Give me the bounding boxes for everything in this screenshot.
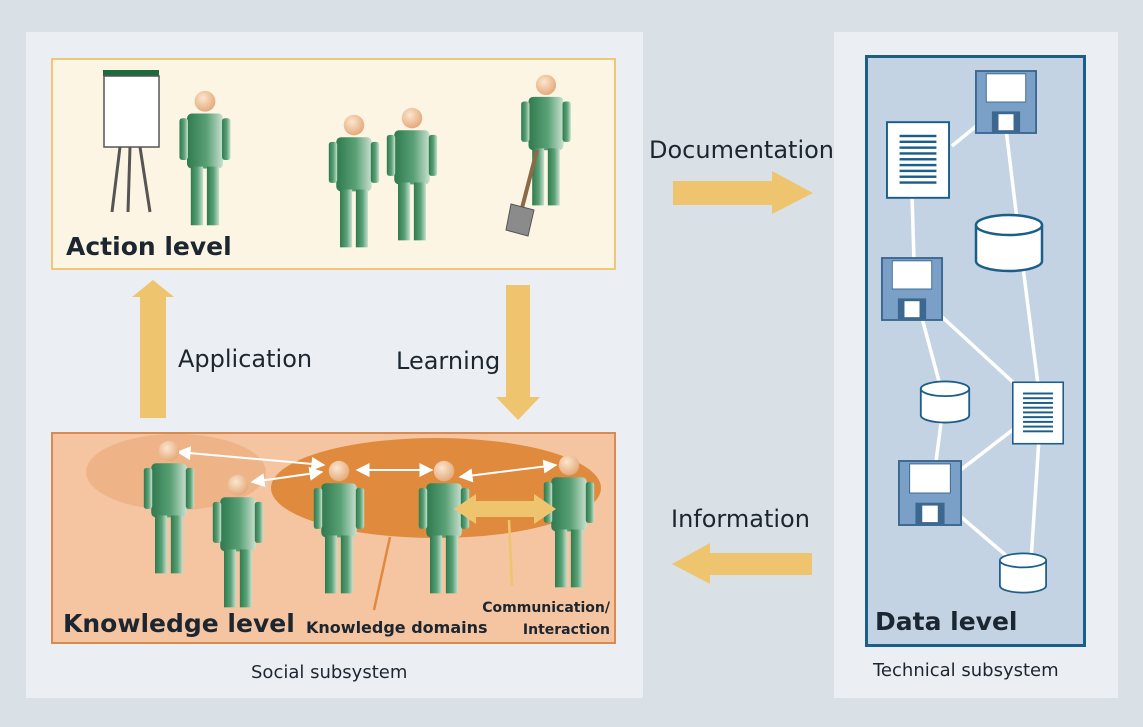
database-icon <box>974 213 1044 273</box>
presenter-person-icon <box>179 90 231 226</box>
communication-label-line2: Interaction <box>522 622 610 638</box>
floppy-disk-icon <box>975 70 1037 134</box>
learning-label: Learning <box>396 347 501 375</box>
knowledge-level-title: Knowledge level <box>63 609 295 638</box>
database-icon <box>919 380 971 424</box>
information-label: Information <box>671 505 810 533</box>
knowledge-domains-pointer <box>372 536 392 611</box>
floppy-disk-icon <box>881 257 943 321</box>
interaction-double-arrow <box>454 494 556 524</box>
communication-interaction-label: Communication/ Interaction <box>480 597 610 641</box>
learning-arrow <box>496 285 540 420</box>
communication-label-line1: Communication/ <box>482 600 610 616</box>
knowledge-domains-label: Knowledge domains <box>306 618 488 637</box>
shovel-icon <box>505 149 539 237</box>
communication-arrows <box>176 446 558 488</box>
floppy-disk-icon <box>898 460 962 526</box>
application-arrow <box>132 280 174 418</box>
talking-person-icon <box>328 114 380 248</box>
social-subsystem-label: Social subsystem <box>251 662 408 683</box>
technical-subsystem-label: Technical subsystem <box>873 660 1059 681</box>
expert-person-icon <box>143 440 195 574</box>
documentation-label: Documentation <box>649 136 835 164</box>
data-level-title: Data level <box>875 607 1018 636</box>
expert-person-icon <box>212 474 264 608</box>
action-level-title: Action level <box>66 232 232 261</box>
expert-person-icon <box>543 454 595 588</box>
application-label: Application <box>178 345 313 373</box>
document-icon <box>1012 381 1064 445</box>
expert-person-icon <box>418 460 470 594</box>
flipchart-icon <box>103 70 160 213</box>
interaction-pointer <box>507 519 514 587</box>
expert-person-icon <box>313 460 365 594</box>
talking-person-icon <box>386 107 438 241</box>
documentation-arrow <box>673 171 813 214</box>
document-icon <box>886 121 950 199</box>
information-arrow <box>672 543 812 584</box>
database-icon <box>999 552 1047 594</box>
